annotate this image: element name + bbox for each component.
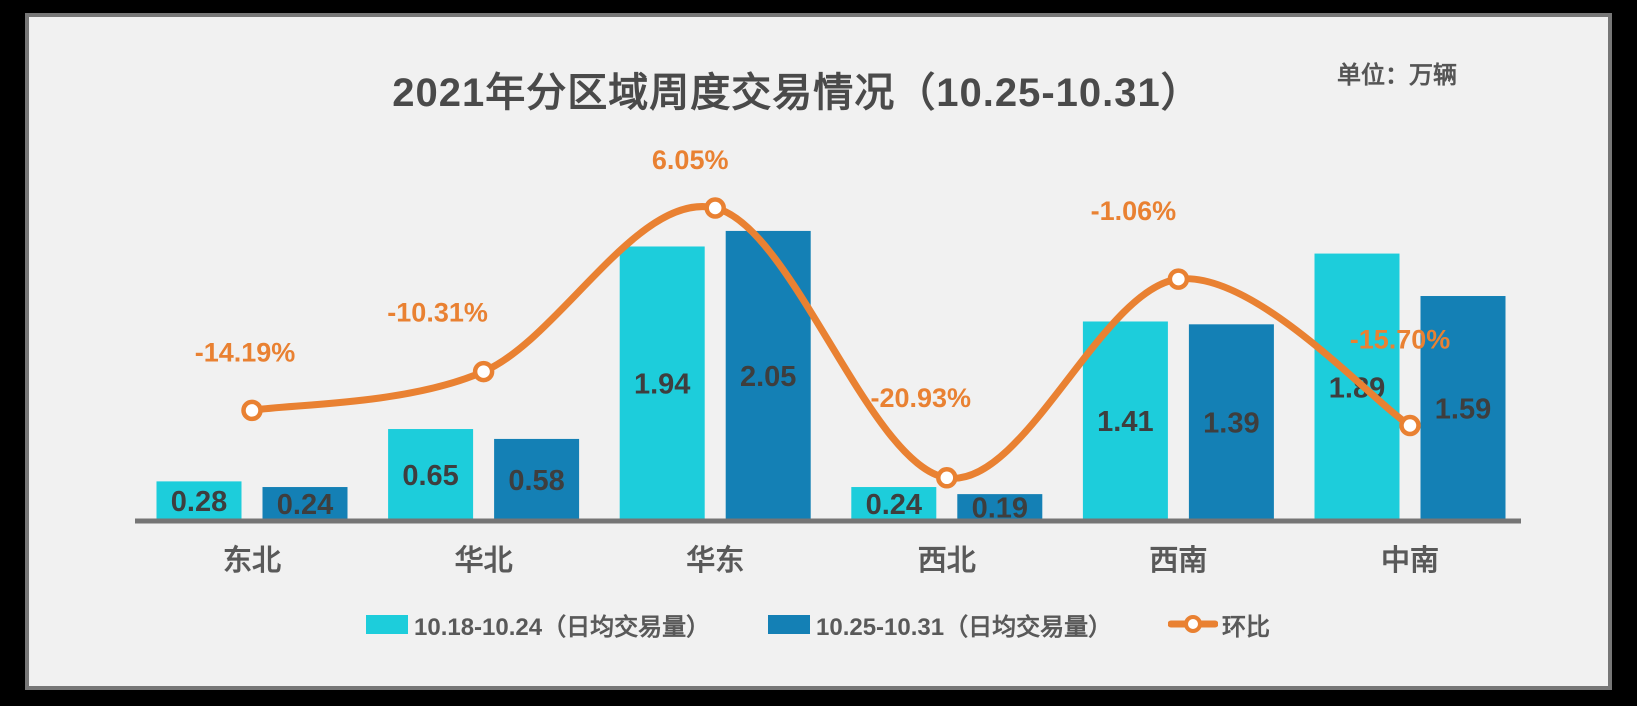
bar-s0-2: [619, 246, 705, 522]
trend-marker: [1167, 268, 1190, 290]
legend-label-trend: 环比: [1222, 613, 1270, 641]
bar-s1-1: [494, 438, 580, 521]
legend-line-marker-dot: [1184, 615, 1202, 633]
legend-item-week2: 10.25-10.31（日均交易量）: [768, 608, 1113, 641]
bar-value-label: 1.59: [1435, 394, 1491, 426]
bar-s0-1: [388, 429, 474, 521]
trend-value-label: -20.93%: [871, 383, 972, 413]
legend-swatch-cyan-icon: [366, 614, 408, 634]
bar-s0-4: [1082, 321, 1168, 521]
bar-s1-5: [1420, 296, 1506, 521]
trend-value-label: -1.06%: [1091, 196, 1177, 226]
bar-value-label: 0.28: [171, 486, 227, 518]
legend-label-week2: 10.25-10.31（日均交易量）: [816, 613, 1113, 641]
bar-s1-2: [725, 230, 811, 522]
category-label: 中南: [1381, 544, 1439, 577]
category-label: 东北: [223, 543, 281, 577]
category-label: 华东: [686, 543, 744, 577]
bar-value-label: 1.94: [634, 369, 690, 401]
bar-value-label: 0.58: [508, 465, 564, 497]
category-label: 西南: [1149, 544, 1207, 577]
trend-value-label: -14.19%: [195, 337, 296, 367]
trend-value-label: -10.31%: [387, 298, 488, 328]
bar-s0-0: [156, 481, 242, 521]
bar-value-label: 2.05: [740, 361, 796, 393]
trend-marker: [936, 467, 958, 489]
x-axis-line: [135, 518, 1521, 524]
trend-marker: [472, 360, 495, 383]
category-label: 华北: [455, 544, 513, 577]
chart-title: 2021年分区域周度交易情况（10.25-10.31）: [392, 71, 1202, 115]
category-label: 西北: [918, 544, 976, 577]
bar-value-label: 1.39: [1203, 408, 1259, 440]
bar-value-label: 0.24: [866, 489, 922, 521]
trend-marker: [241, 399, 263, 422]
bar-s1-3: [957, 494, 1043, 521]
bar-s0-3: [851, 487, 937, 521]
legend-label-week1: 10.18-10.24（日均交易量）: [414, 613, 711, 641]
bar-value-label: 0.65: [402, 460, 458, 492]
trend-value-label: 6.05%: [652, 145, 729, 175]
bar-value-label: 0.24: [277, 489, 333, 521]
bar-s1-0: [262, 487, 348, 521]
unit-label: 单位：万辆: [1337, 62, 1457, 89]
legend-line-marker-icon: [1168, 615, 1218, 633]
legend-item-week1: 10.18-10.24（日均交易量）: [366, 608, 711, 641]
legend-item-trend: 环比: [1168, 608, 1270, 641]
bar-value-label: 1.41: [1097, 406, 1153, 438]
trend-marker: [1399, 414, 1421, 437]
legend-swatch-blue-icon: [768, 614, 810, 634]
bar-s0-5: [1314, 253, 1400, 521]
trend-marker: [704, 197, 726, 219]
bar-s1-4: [1188, 324, 1274, 521]
trend-value-label: -15.70%: [1350, 325, 1451, 355]
